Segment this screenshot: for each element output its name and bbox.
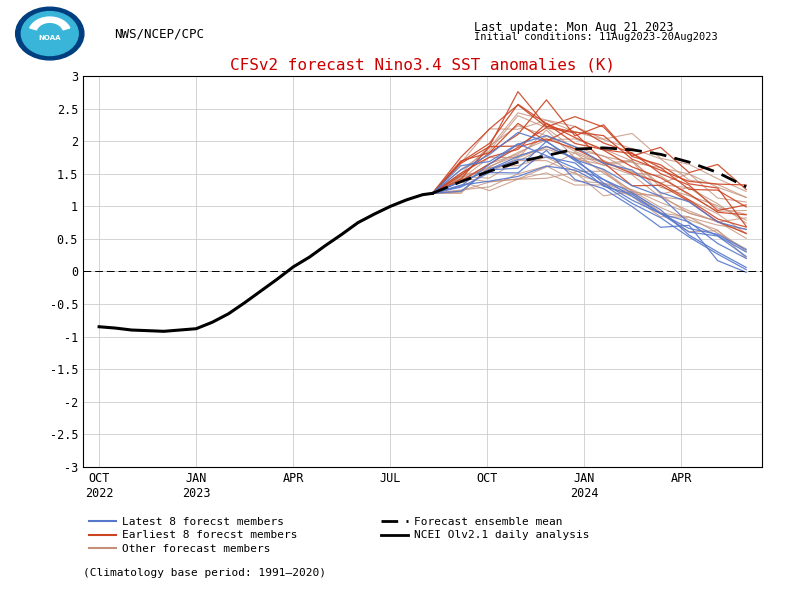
Circle shape [16, 7, 84, 60]
Text: Last update: Mon Aug 21 2023: Last update: Mon Aug 21 2023 [474, 21, 674, 34]
Wedge shape [30, 17, 70, 34]
Circle shape [37, 24, 62, 43]
Circle shape [21, 12, 78, 56]
Text: Initial conditions: 11Aug2023-20Aug2023: Initial conditions: 11Aug2023-20Aug2023 [474, 32, 718, 41]
Text: NOAA: NOAA [39, 35, 61, 41]
Text: (Climatology base period: 1991–2020): (Climatology base period: 1991–2020) [83, 569, 326, 578]
Text: NWS/NCEP/CPC: NWS/NCEP/CPC [115, 27, 205, 40]
Legend: Forecast ensemble mean, NCEI Olv2.1 daily analysis: Forecast ensemble mean, NCEI Olv2.1 dail… [381, 517, 589, 540]
Title: CFSv2 forecast Nino3.4 SST anomalies (K): CFSv2 forecast Nino3.4 SST anomalies (K) [230, 57, 615, 73]
